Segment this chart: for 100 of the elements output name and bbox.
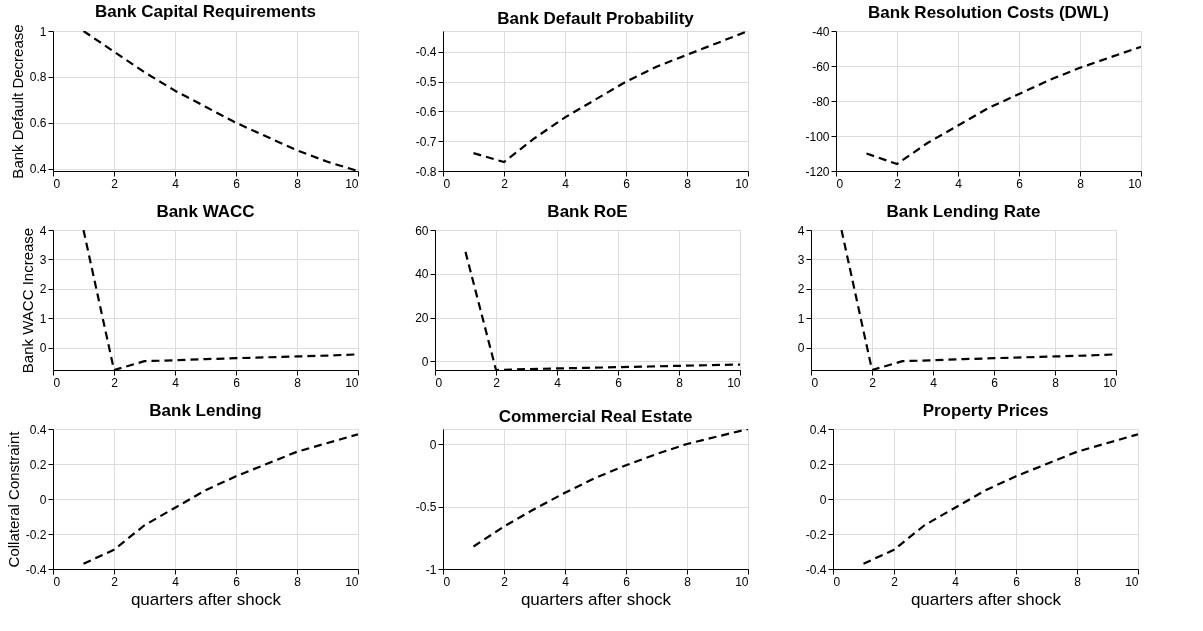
- y-tick-label: 0: [429, 437, 437, 452]
- y-tick-label: 0.4: [809, 422, 827, 437]
- chart-title: Bank Lending Rate: [886, 202, 1041, 221]
- y-tick-label: -0.6: [415, 104, 437, 119]
- x-tick-label: 6: [1013, 574, 1021, 589]
- x-tick-label: 10: [1125, 574, 1139, 589]
- y-tick-label: 2: [39, 282, 47, 297]
- x-tick-label: 4: [562, 574, 570, 589]
- x-tick-label: 8: [294, 375, 302, 390]
- x-tick-label: 4: [172, 375, 180, 390]
- y-tick-label: 0.4: [29, 422, 47, 437]
- y-tick-label: -0.4: [25, 562, 47, 577]
- chart-title: Bank Resolution Costs (DWL): [868, 3, 1109, 22]
- y-tick-label: 0.8: [29, 70, 47, 85]
- x-tick-label: 2: [894, 176, 902, 191]
- y-axis-title: Collateral Constraint: [4, 430, 22, 568]
- chart-title: Bank Default Probability: [497, 9, 695, 28]
- chart-title: Bank WACC: [156, 202, 255, 221]
- y-tick-label: 0: [39, 341, 47, 356]
- x-tick-label: 0: [53, 176, 61, 191]
- y-tick-label: -80: [812, 94, 830, 109]
- y-tick-label: 4: [39, 223, 47, 238]
- line-series: [862, 433, 1138, 565]
- x-tick-label: 6: [233, 375, 241, 390]
- x-tick-label: 8: [684, 176, 692, 191]
- x-tick-label: 6: [623, 176, 631, 191]
- y-tick-label: 0.6: [29, 116, 47, 131]
- chart-title: Bank RoE: [547, 202, 628, 221]
- y-tick-label: -1: [425, 562, 437, 577]
- y-tick-label: 2: [797, 282, 805, 297]
- x-tick-label: 4: [952, 574, 960, 589]
- y-tick-label: -0.2: [25, 527, 47, 542]
- x-tick-label: 2: [869, 375, 877, 390]
- x-tick-label: 8: [1074, 574, 1082, 589]
- x-tick-label: 8: [676, 375, 684, 390]
- y-tick-label: 4: [797, 223, 805, 238]
- x-tick-label: 10: [345, 176, 359, 191]
- line-series: [865, 45, 1141, 166]
- x-tick-label: 2: [111, 574, 119, 589]
- x-tick-label: 10: [735, 574, 749, 589]
- x-tick-label: 4: [172, 176, 180, 191]
- x-tick-label: 6: [623, 574, 631, 589]
- x-tick-label: 0: [53, 375, 61, 390]
- x-tick-label: 2: [891, 574, 899, 589]
- y-tick-label: -0.2: [805, 527, 827, 542]
- y-tick-label: 0: [421, 354, 429, 369]
- chart-title: Commercial Real Estate: [498, 407, 693, 426]
- chart-title: Bank Lending: [149, 401, 262, 420]
- y-tick-label: 1: [39, 24, 47, 39]
- x-tick-label: 4: [554, 375, 562, 390]
- y-tick-label: 20: [415, 311, 429, 325]
- y-axis-title: Bank WACC Increase: [18, 227, 36, 374]
- x-tick-label: 2: [501, 176, 509, 191]
- y-axis-title: Bank Default Decrease: [8, 24, 26, 179]
- chart-title: Bank Capital Requirements: [94, 1, 317, 21]
- y-tick-label: -0.4: [415, 45, 437, 60]
- y-tick-label: 0: [819, 492, 827, 507]
- x-axis-title: quarters after shock: [520, 589, 672, 609]
- x-tick-label: 4: [562, 176, 570, 191]
- x-tick-label: 0: [443, 574, 451, 589]
- y-tick-label: -100: [805, 129, 830, 144]
- y-tick-label: 3: [39, 252, 47, 267]
- x-tick-label: 10: [1128, 176, 1142, 191]
- x-tick-label: 4: [930, 375, 938, 390]
- x-tick-label: 8: [684, 574, 692, 589]
- line-series: [472, 429, 748, 548]
- x-tick-label: 6: [233, 574, 241, 589]
- y-tick-label: 3: [797, 252, 805, 267]
- x-tick-label: 0: [836, 176, 844, 191]
- x-tick-label: 8: [294, 574, 302, 589]
- x-tick-label: 10: [735, 176, 749, 191]
- x-tick-label: 2: [111, 375, 119, 390]
- y-tick-label: 40: [415, 267, 429, 282]
- x-axis-title: quarters after shock: [130, 589, 282, 609]
- y-tick-label: -120: [805, 164, 830, 179]
- line-series: [472, 31, 748, 164]
- x-tick-label: 6: [1016, 176, 1024, 191]
- y-tick-label: -60: [812, 59, 830, 74]
- x-tick-label: 4: [955, 176, 963, 191]
- y-tick-label: 0.2: [809, 457, 827, 472]
- y-tick-label: -0.5: [415, 75, 437, 90]
- x-tick-label: 10: [727, 375, 741, 390]
- x-tick-label: 2: [501, 574, 509, 589]
- y-tick-label: -0.8: [415, 164, 437, 179]
- y-tick-label: 1: [39, 311, 47, 326]
- x-tick-label: 10: [1103, 375, 1117, 390]
- y-tick-label: 60: [415, 223, 429, 238]
- y-tick-label: 0.2: [29, 457, 47, 472]
- x-tick-label: 4: [172, 574, 180, 589]
- y-tick-label: -0.5: [415, 500, 437, 514]
- x-tick-label: 6: [233, 176, 241, 191]
- x-tick-label: 0: [833, 574, 841, 589]
- chart-title: Property Prices: [922, 401, 1049, 420]
- y-tick-label: 0.4: [29, 162, 47, 177]
- x-tick-label: 10: [345, 375, 359, 390]
- x-tick-label: 8: [1052, 375, 1060, 390]
- x-tick-label: 8: [294, 176, 302, 191]
- y-tick-label: 1: [797, 311, 805, 326]
- x-tick-label: 2: [111, 176, 119, 191]
- y-tick-label: -0.7: [415, 134, 437, 149]
